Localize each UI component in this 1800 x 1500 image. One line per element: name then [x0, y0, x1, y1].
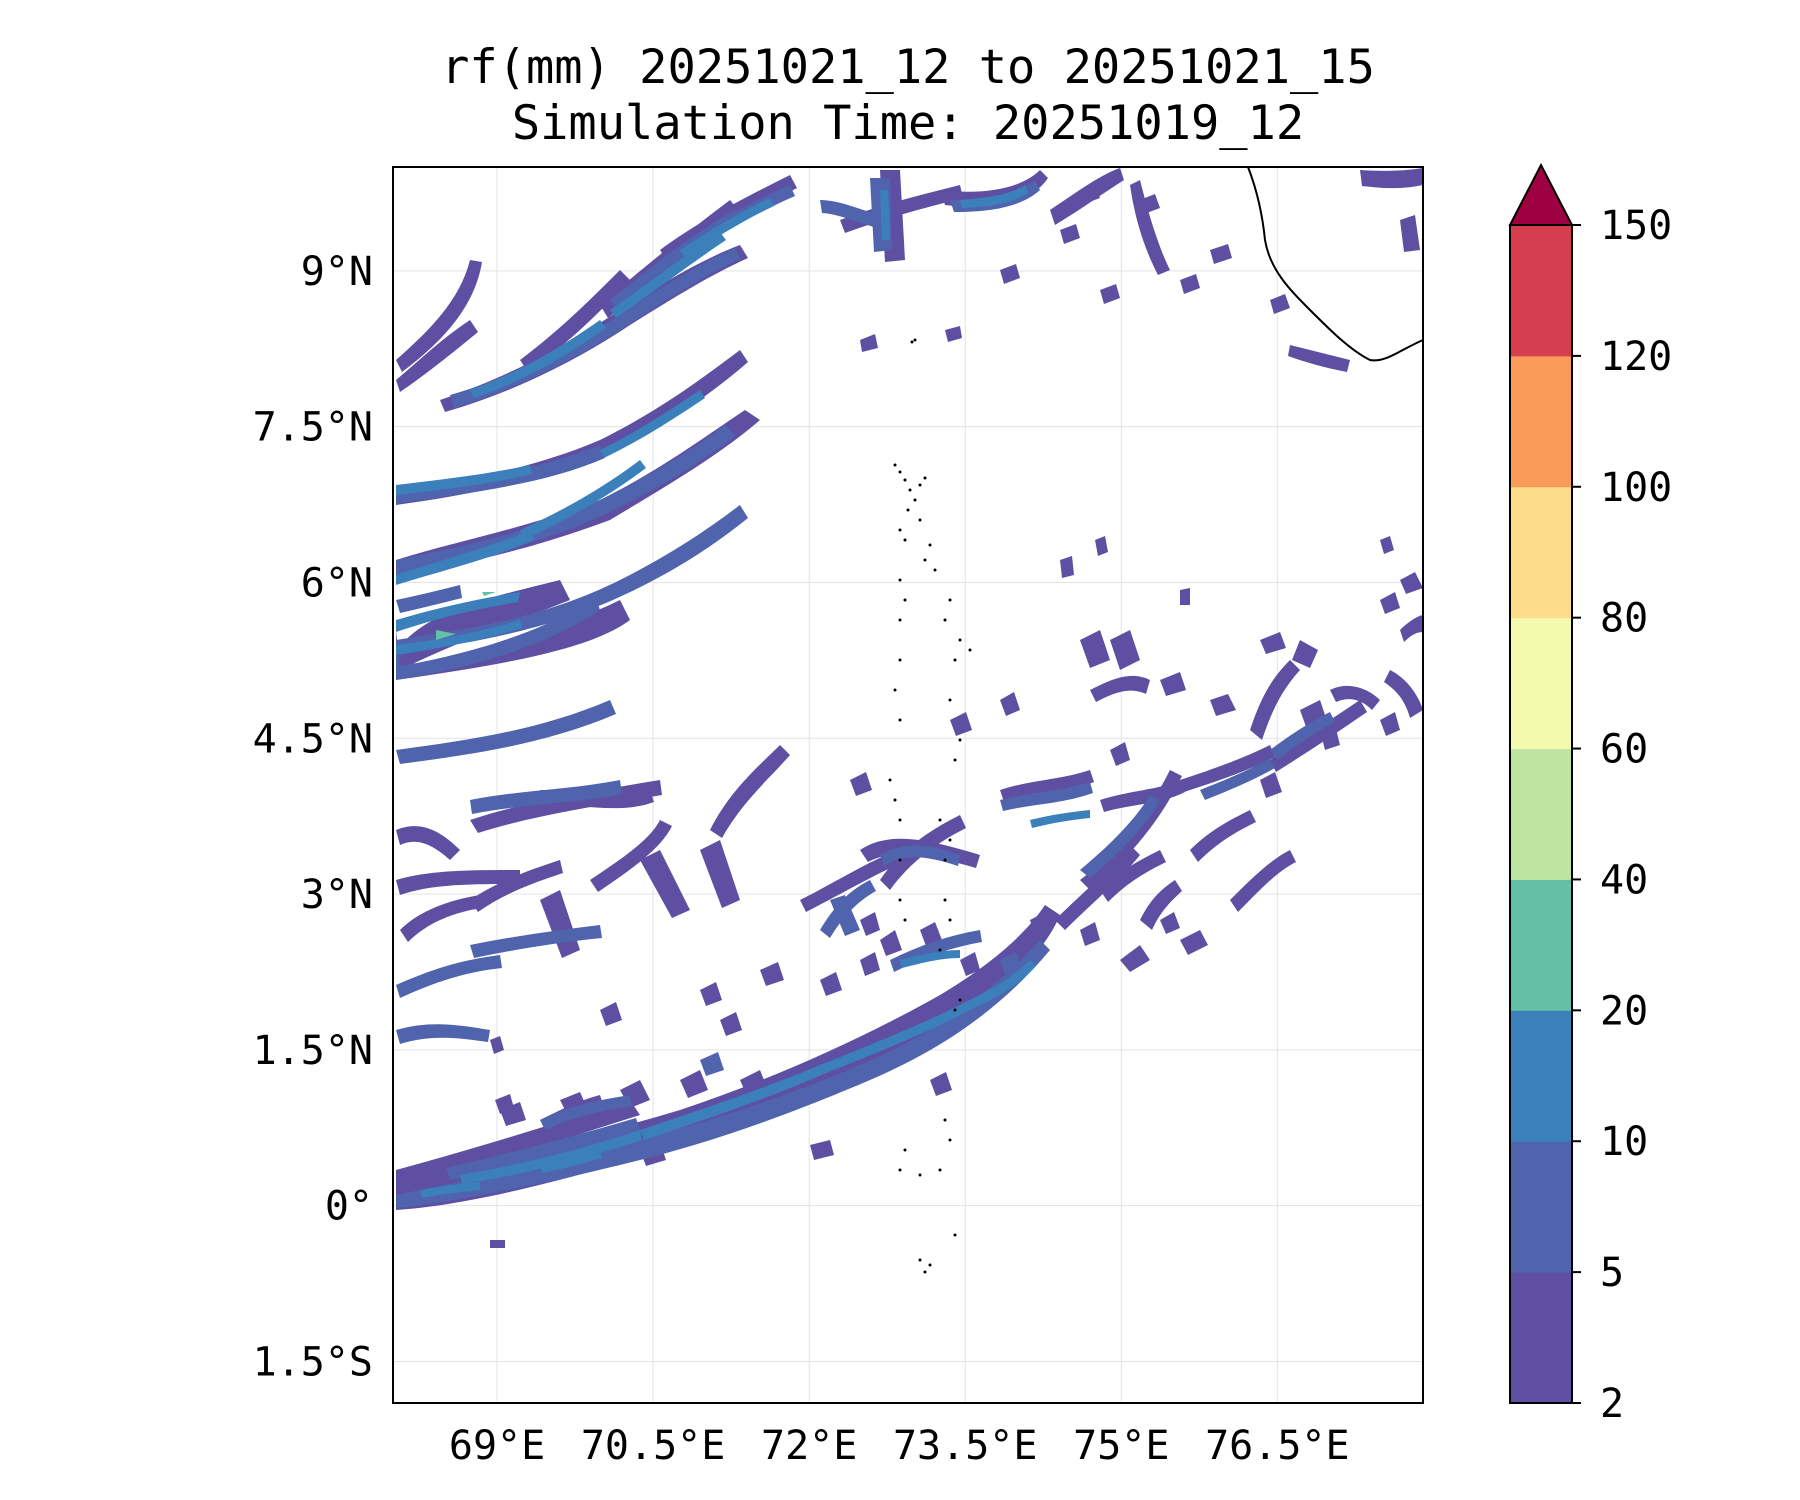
colorbar-tick-label: 100 — [1600, 465, 1672, 511]
colorbar-segment — [1510, 225, 1572, 357]
chart-title-line2: Simulation Time: 20251019_12 — [511, 96, 1305, 151]
colorbar-segment — [1510, 879, 1572, 1011]
colorbar-tick-label: 5 — [1600, 1250, 1624, 1296]
colorbar-tick-label: 40 — [1600, 857, 1648, 903]
lon-tick-label: 72°E — [761, 1423, 857, 1469]
longitude-labels: 69°E 70.5°E 72°E 73.5°E 75°E 76.5°E — [449, 1423, 1350, 1469]
islands — [888, 338, 972, 1274]
coastline — [1247, 166, 1424, 362]
colorbar-tick-label: 10 — [1600, 1119, 1648, 1165]
lat-tick-label: 0° — [325, 1184, 373, 1230]
lon-tick-label: 75°E — [1073, 1423, 1169, 1469]
colorbar: 2 5 10 20 40 60 80 100 120 150 — [1508, 162, 1672, 1427]
colorbar-tick-label: 80 — [1600, 596, 1648, 642]
colorbar-segment — [1510, 617, 1572, 750]
lat-tick-label: 3°N — [301, 872, 373, 918]
lat-tick-label: 7.5°N — [253, 405, 373, 451]
rain-band-2-5 — [396, 168, 1423, 1248]
lon-tick-label: 70.5°E — [581, 1423, 726, 1469]
colorbar-tick-label: 120 — [1600, 334, 1672, 380]
colorbar-frame — [1509, 224, 1573, 1404]
lat-tick-label: 1.5°N — [253, 1028, 373, 1074]
lat-tick-label: 4.5°N — [253, 716, 373, 762]
colorbar-tick-label: 2 — [1600, 1381, 1624, 1427]
colorbar-segment — [1510, 1010, 1572, 1142]
colorbar-segment — [1510, 1141, 1572, 1273]
lon-tick-label: 69°E — [449, 1423, 545, 1469]
rain-band-20-40 — [436, 592, 496, 640]
colorbar-extend-max — [1508, 162, 1574, 226]
lon-tick-label: 73.5°E — [893, 1423, 1038, 1469]
chart-title-line1: rf(mm) 20251021_12 to 20251021_15 — [441, 40, 1375, 95]
colorbar-segment — [1510, 355, 1572, 488]
rainfall-contours — [396, 168, 1423, 1248]
colorbar-segment — [1510, 486, 1572, 619]
colorbar-segment — [1510, 748, 1572, 880]
colorbar-segment — [1510, 1272, 1572, 1404]
colorbar-tick-label: 150 — [1600, 203, 1672, 249]
lon-tick-label: 76.5°E — [1205, 1423, 1350, 1469]
map-frame — [392, 166, 1424, 1404]
lat-tick-label: 9°N — [301, 249, 373, 295]
lat-tick-label: 6°N — [301, 560, 373, 606]
latitude-labels: 9°N 7.5°N 6°N 4.5°N 3°N 1.5°N 0° 1.5°S — [253, 249, 373, 1386]
lat-tick-label: 1.5°S — [253, 1339, 373, 1385]
colorbar-tick-label: 60 — [1600, 727, 1648, 773]
rain-band-10-20 — [396, 185, 1090, 1198]
colorbar-tick-label: 20 — [1600, 988, 1648, 1034]
